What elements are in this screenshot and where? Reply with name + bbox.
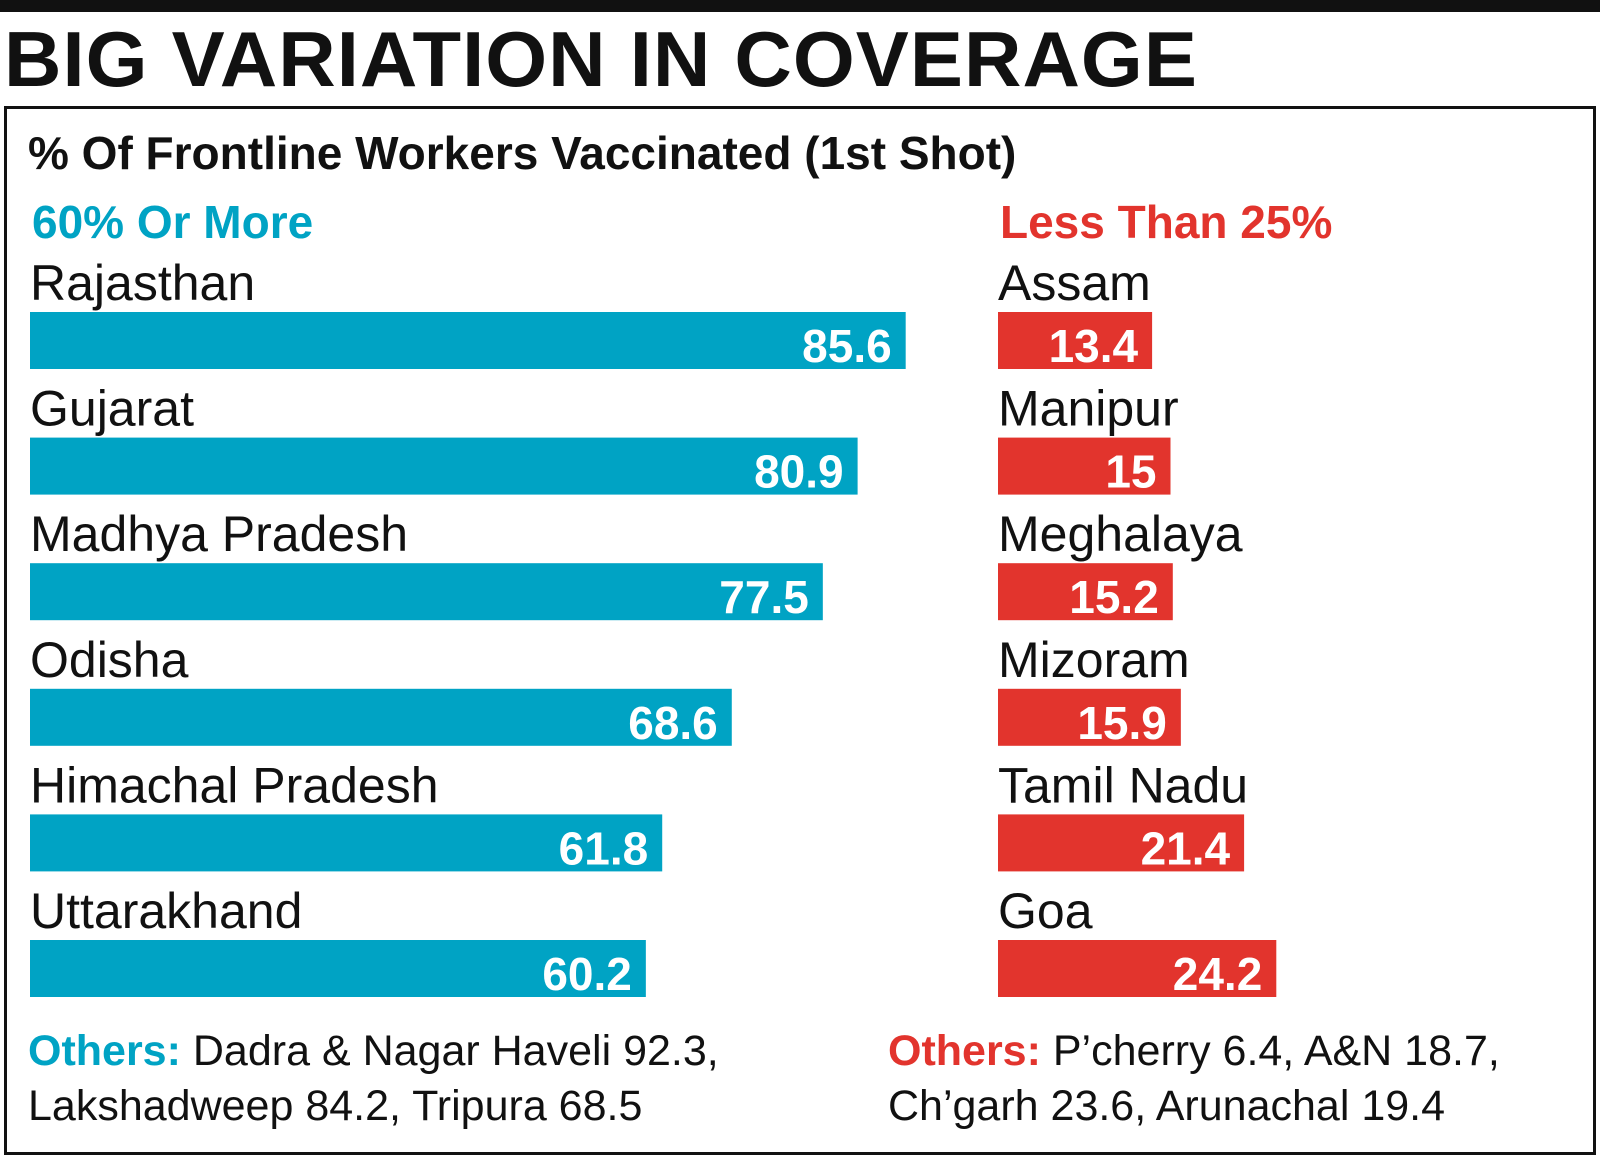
value-label-rajasthan: 85.6: [802, 320, 892, 372]
category-label-gujarat: Gujarat: [30, 381, 194, 437]
category-label-madhya-pradesh: Madhya Pradesh: [30, 506, 408, 562]
value-label-manipur: 15: [1105, 446, 1156, 498]
value-label-himachal-pradesh: 61.8: [559, 822, 649, 874]
bar-odisha: [30, 688, 732, 746]
bar-goa: [998, 940, 1277, 997]
others-high: Others: Dadra & Nagar Haveli 92.3, Laksh…: [28, 1024, 719, 1134]
others-low-text1: P’cherry 6.4, A&N 18.7,: [1052, 1027, 1500, 1075]
headline: BIG VARIATION IN COVERAGE: [4, 15, 1198, 103]
bar-tamil-nadu: [998, 814, 1245, 872]
others-high-text1: Dadra & Nagar Haveli 92.3,: [192, 1027, 719, 1075]
value-label-meghalaya: 15.2: [1069, 571, 1159, 623]
value-label-uttarakhand: 60.2: [542, 948, 632, 1000]
category-label-assam: Assam: [998, 255, 1151, 311]
category-label-rajasthan: Rajasthan: [30, 255, 255, 311]
others-high-text2: Lakshadweep 84.2, Tripura 68.5: [28, 1082, 643, 1130]
bar-uttarakhand: [30, 940, 646, 997]
value-label-gujarat: 80.9: [754, 446, 844, 498]
chart-frame: [4, 106, 1596, 1155]
category-label-uttarakhand: Uttarakhand: [30, 883, 302, 939]
bar-meghalaya: [998, 563, 1173, 621]
others-low-label: Others:: [888, 1027, 1041, 1075]
top-rule: [0, 0, 1600, 12]
chart-subtitle: % Of Frontline Workers Vaccinated (1st S…: [28, 127, 1017, 179]
value-label-odisha: 68.6: [628, 697, 718, 749]
bar-himachal-pradesh: [30, 814, 663, 872]
category-label-tamil-nadu: Tamil Nadu: [998, 757, 1248, 813]
others-high-label: Others:: [28, 1027, 181, 1075]
others-low-line1: Others: P’cherry 6.4, A&N 18.7,: [888, 1024, 1500, 1079]
category-label-meghalaya: Meghalaya: [998, 506, 1243, 562]
value-label-mizoram: 15.9: [1077, 697, 1167, 749]
bar-gujarat: [30, 437, 858, 495]
group-label-low: Less Than 25%: [1000, 196, 1333, 248]
bar-madhya-pradesh: [30, 563, 823, 621]
category-label-himachal-pradesh: Himachal Pradesh: [30, 757, 439, 813]
category-label-mizoram: Mizoram: [998, 632, 1190, 688]
value-label-assam: 13.4: [1049, 320, 1139, 372]
value-label-goa: 24.2: [1173, 948, 1263, 1000]
bar-rajasthan: [30, 312, 906, 369]
category-label-goa: Goa: [998, 883, 1093, 939]
value-label-tamil-nadu: 21.4: [1141, 822, 1231, 874]
category-label-manipur: Manipur: [998, 381, 1179, 437]
value-label-madhya-pradesh: 77.5: [719, 571, 809, 623]
group-label-high: 60% Or More: [32, 196, 314, 248]
bar-assam: [998, 312, 1153, 369]
others-high-line1: Others: Dadra & Nagar Haveli 92.3,: [28, 1024, 719, 1079]
bar-manipur: [998, 437, 1171, 495]
bar-mizoram: [998, 688, 1181, 746]
others-low-text2: Ch’garh 23.6, Arunachal 19.4: [888, 1082, 1446, 1130]
category-label-odisha: Odisha: [30, 632, 189, 688]
others-low: Others: P’cherry 6.4, A&N 18.7, Ch’garh …: [888, 1024, 1500, 1134]
